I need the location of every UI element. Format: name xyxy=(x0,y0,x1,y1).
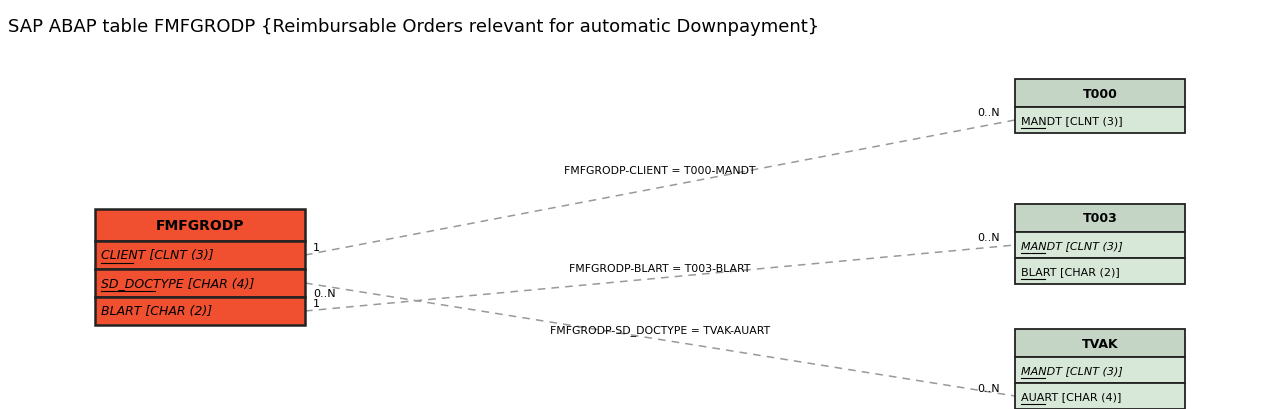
Text: CLIENT [CLNT (3)]: CLIENT [CLNT (3)] xyxy=(100,249,214,262)
Text: MANDT [CLNT (3)]: MANDT [CLNT (3)] xyxy=(1021,116,1123,126)
Text: SD_DOCTYPE [CHAR (4)]: SD_DOCTYPE [CHAR (4)] xyxy=(100,277,254,290)
Bar xyxy=(1015,232,1186,258)
Text: SAP ABAP table FMFGRODP {Reimbursable Orders relevant for automatic Downpayment}: SAP ABAP table FMFGRODP {Reimbursable Or… xyxy=(8,18,819,36)
Text: 1: 1 xyxy=(313,298,321,308)
Bar xyxy=(1015,357,1186,383)
Text: FMFGRODP-BLART = T003-BLART: FMFGRODP-BLART = T003-BLART xyxy=(570,263,750,273)
Text: 0..N: 0..N xyxy=(977,232,1000,243)
Text: MANDT [CLNT (3)]: MANDT [CLNT (3)] xyxy=(1021,240,1123,250)
Text: BLART [CHAR (2)]: BLART [CHAR (2)] xyxy=(100,305,212,318)
Text: T003: T003 xyxy=(1082,212,1117,225)
Bar xyxy=(1015,383,1186,409)
Text: TVAK: TVAK xyxy=(1081,337,1118,350)
Bar xyxy=(1015,80,1186,108)
Bar xyxy=(1015,258,1186,284)
Bar xyxy=(1015,108,1186,134)
Text: 0..N: 0..N xyxy=(977,383,1000,393)
Bar xyxy=(1015,204,1186,232)
Text: BLART [CHAR (2)]: BLART [CHAR (2)] xyxy=(1021,266,1119,276)
Bar xyxy=(95,297,305,325)
Bar xyxy=(1015,329,1186,357)
Text: MANDT [CLNT (3)]: MANDT [CLNT (3)] xyxy=(1021,365,1123,375)
Text: 0..N: 0..N xyxy=(313,288,336,298)
Bar xyxy=(95,270,305,297)
Text: 0..N: 0..N xyxy=(977,108,1000,118)
Text: FMFGRODP-SD_DOCTYPE = TVAK-AUART: FMFGRODP-SD_DOCTYPE = TVAK-AUART xyxy=(550,324,770,335)
Text: 1: 1 xyxy=(313,243,321,252)
Text: T000: T000 xyxy=(1082,87,1117,100)
Text: FMFGRODP-CLIENT = T000-MANDT: FMFGRODP-CLIENT = T000-MANDT xyxy=(565,165,756,175)
Bar xyxy=(95,209,305,241)
Text: FMFGRODP: FMFGRODP xyxy=(155,218,244,232)
Text: AUART [CHAR (4)]: AUART [CHAR (4)] xyxy=(1021,391,1122,401)
Bar xyxy=(95,241,305,270)
